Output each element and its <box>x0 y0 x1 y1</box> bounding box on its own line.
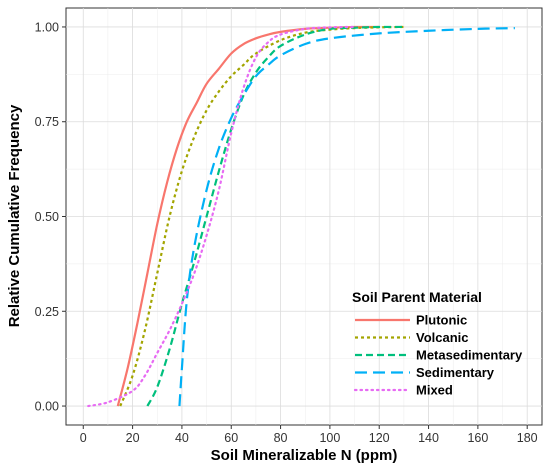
series-line-volcanic <box>119 25 404 407</box>
y-tick-label: 0.50 <box>35 210 59 224</box>
series-lines <box>87 25 515 408</box>
y-tick-label: 0.75 <box>35 115 59 129</box>
x-tick-label: 100 <box>319 431 340 445</box>
y-tick-label: 1.00 <box>35 20 59 34</box>
x-axis-title: Soil Mineralizable N (ppm) <box>211 447 398 464</box>
y-axis-ticks: 0.00 0.25 0.50 0.75 1.00 <box>35 20 66 414</box>
x-tick-label: 80 <box>274 431 288 445</box>
x-tick-label: 120 <box>369 431 390 445</box>
legend-label-volcanic: Volcanic <box>416 330 469 345</box>
x-tick-label: 40 <box>175 431 189 445</box>
legend: Soil Parent Material Plutonic Volcanic Met… <box>352 289 523 398</box>
legend-label-sedimentary: Sedimentary <box>416 365 495 380</box>
series-line-metasedimentary <box>146 25 404 407</box>
y-tick-label: 0.00 <box>35 400 59 414</box>
x-tick-label: 140 <box>418 431 439 445</box>
series-line-mixed <box>87 25 356 408</box>
legend-label-mixed: Mixed <box>416 383 453 398</box>
legend-label-plutonic: Plutonic <box>416 313 467 328</box>
legend-title: Soil Parent Material <box>352 289 482 305</box>
x-tick-label: 0 <box>80 431 87 445</box>
legend-label-metasedimentary: Metasedimentary <box>416 348 523 363</box>
x-axis-ticks: 0 20 40 60 80 100 120 140 160 180 <box>80 425 538 445</box>
y-axis-title: Relative Cumulative Frequency <box>6 104 23 327</box>
x-tick-label: 160 <box>467 431 488 445</box>
grid-major <box>66 8 542 425</box>
x-tick-label: 20 <box>126 431 140 445</box>
x-tick-label: 60 <box>224 431 238 445</box>
x-tick-label: 180 <box>517 431 538 445</box>
series-line-sedimentary <box>178 26 515 407</box>
y-tick-label: 0.25 <box>35 305 59 319</box>
legend-items: Plutonic Volcanic Metasedimentary Sedimenta… <box>353 313 523 398</box>
